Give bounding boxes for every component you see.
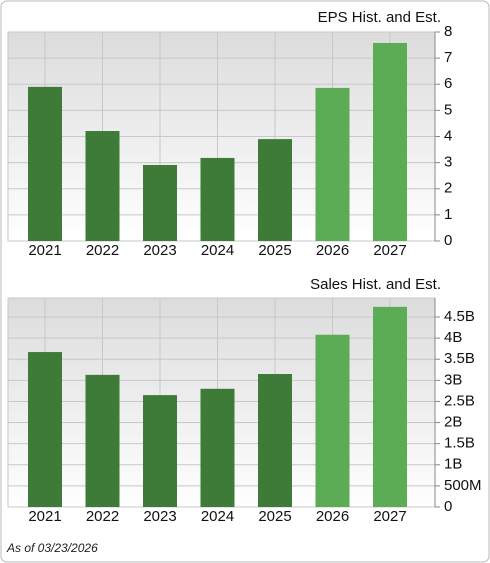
y-tick-label: 0 <box>444 232 452 249</box>
y-tick-label: 3.5B <box>444 350 475 367</box>
bar <box>200 157 235 241</box>
footer: As of 03/23/2026 <box>6 541 98 555</box>
y-tick-label: 2.5B <box>444 392 475 409</box>
y-tick-label: 500M <box>444 477 482 494</box>
y-tick-label: 2B <box>444 414 462 431</box>
x-tick-label: 2024 <box>201 242 234 259</box>
bar <box>373 306 407 507</box>
x-tick-label: 2026 <box>316 508 349 525</box>
bar <box>200 388 235 507</box>
x-tick-label: 2025 <box>258 508 291 525</box>
x-tick-label: 2023 <box>143 508 176 525</box>
bar <box>315 87 350 241</box>
x-tick-label: 2023 <box>143 242 176 259</box>
x-tick-label: 2022 <box>86 242 119 259</box>
y-tick-label: 3B <box>444 371 462 388</box>
x-tick-label: 2021 <box>28 508 61 525</box>
y-tick-label: 8 <box>444 23 452 40</box>
x-tick-label: 2025 <box>258 242 291 259</box>
y-tick-label: 4B <box>444 329 462 346</box>
x-tick-label: 2022 <box>86 508 119 525</box>
y-tick-label: 1.5B <box>444 435 475 452</box>
x-tick-label: 2021 <box>28 242 61 259</box>
chart-title: Sales Hist. and Est. <box>310 276 441 293</box>
bar <box>85 374 120 507</box>
y-tick-label: 4.5B <box>444 308 475 325</box>
y-tick-label: 4 <box>444 127 452 144</box>
bar <box>258 374 292 507</box>
y-tick-label: 7 <box>444 49 452 66</box>
bar <box>28 352 62 507</box>
bar <box>315 334 350 507</box>
chart-title: EPS Hist. and Est. <box>318 9 441 26</box>
y-tick-label: 6 <box>444 75 452 92</box>
bar <box>85 131 120 241</box>
y-tick-label: 5 <box>444 101 452 118</box>
bar <box>28 86 62 241</box>
bar <box>143 395 177 507</box>
y-tick-label: 0 <box>444 498 452 515</box>
x-tick-label: 2024 <box>201 508 234 525</box>
bar <box>143 164 177 241</box>
y-tick-label: 2 <box>444 180 452 197</box>
bar <box>258 139 292 241</box>
x-tick-label: 2027 <box>373 508 406 525</box>
y-tick-label: 3 <box>444 154 452 171</box>
x-tick-label: 2027 <box>373 242 406 259</box>
y-tick-label: 1B <box>444 456 462 473</box>
x-tick-label: 2026 <box>316 242 349 259</box>
y-tick-label: 1 <box>444 206 452 223</box>
bar <box>373 42 407 241</box>
